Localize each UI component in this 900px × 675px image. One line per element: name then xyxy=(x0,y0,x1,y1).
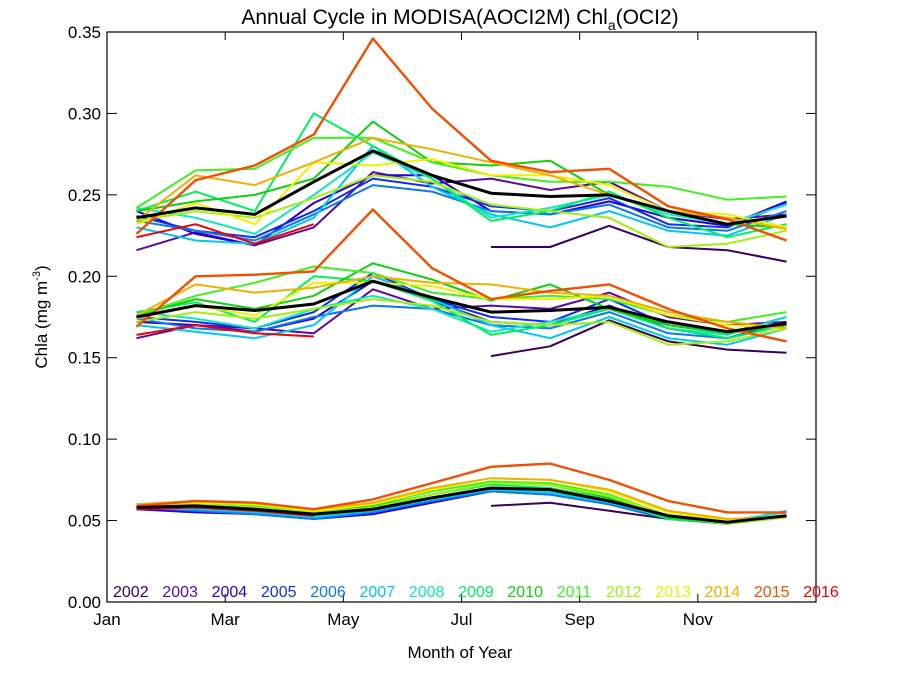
legend-item-2014: 2014 xyxy=(705,584,741,601)
y-tick-label: 0.30 xyxy=(68,104,101,123)
series-line-2008-high xyxy=(136,151,787,235)
x-tick-label: Nov xyxy=(683,610,714,629)
series-line-2016-mid xyxy=(136,324,314,338)
legend-item-2003: 2003 xyxy=(162,584,198,601)
series-line-2002-mid xyxy=(490,319,787,358)
mean-line-high xyxy=(136,149,787,226)
mean-line-low xyxy=(136,486,787,524)
x-tick-label: Sep xyxy=(565,610,595,629)
series-line-2015-low xyxy=(136,462,787,514)
y-tick-label: 0.20 xyxy=(68,267,101,286)
mean-line-mid xyxy=(136,279,787,334)
series-line-2016-high xyxy=(136,223,315,245)
y-axis: 0.00 0.05 0.10 0.15 0.20 0.25 0.30 0.35 xyxy=(68,23,816,612)
x-tick-label: May xyxy=(327,610,360,629)
series-line-2009-high xyxy=(136,112,787,239)
series-line-2002-high xyxy=(491,224,787,263)
chart-title: Annual Cycle in MODISA(AOCI2M) Chla(OCI2… xyxy=(241,6,678,33)
legend-item-2010: 2010 xyxy=(507,584,543,601)
series-line-2015-high xyxy=(135,37,787,242)
x-tick-label: Jul xyxy=(451,610,473,629)
legend-item-2011: 2011 xyxy=(557,584,592,601)
y-tick-label: 0.35 xyxy=(68,23,101,42)
x-tick-label: Mar xyxy=(211,610,241,629)
legend-item-2013: 2013 xyxy=(655,584,691,601)
legend: 2002 2003 2004 2005 2006 2007 2008 2009 2010 2011… xyxy=(113,584,839,601)
y-tick-label: 0.25 xyxy=(68,186,101,205)
legend-item-2016: 2016 xyxy=(803,584,839,601)
series-line-2013-mid xyxy=(136,281,787,330)
x-axis: Jan Mar May Jul Sep Nov xyxy=(93,32,713,629)
y-tick-label: 0.05 xyxy=(68,512,101,531)
y-tick-label: 0.10 xyxy=(68,430,101,449)
series-line-2012-mid xyxy=(136,298,787,346)
legend-item-2007: 2007 xyxy=(360,584,396,601)
legend-item-2006: 2006 xyxy=(310,584,346,601)
x-axis-label: Month of Year xyxy=(408,643,513,662)
x-tick-label: Jan xyxy=(93,610,120,629)
legend-item-2005: 2005 xyxy=(261,584,297,601)
legend-item-2008: 2008 xyxy=(409,584,445,601)
plot-lines xyxy=(135,37,787,525)
series-line-2005-high xyxy=(136,177,787,239)
legend-item-2015: 2015 xyxy=(754,584,790,601)
series-line-2009-mid xyxy=(136,275,787,340)
y-tick-label: 0.15 xyxy=(68,349,101,368)
series-line-2007-mid xyxy=(136,275,787,346)
series-line-2012-high xyxy=(136,174,787,248)
legend-item-2012: 2012 xyxy=(606,584,642,601)
series-line-2015-mid xyxy=(135,208,787,343)
y-axis-label: Chla (mg m-3) xyxy=(31,265,51,368)
legend-item-2004: 2004 xyxy=(212,584,248,601)
legend-item-2002: 2002 xyxy=(113,584,149,601)
series-line-2016-low xyxy=(136,506,314,517)
legend-item-2009: 2009 xyxy=(458,584,494,601)
y-tick-label: 0.00 xyxy=(68,593,101,612)
series-line-2010-mid xyxy=(136,262,787,335)
